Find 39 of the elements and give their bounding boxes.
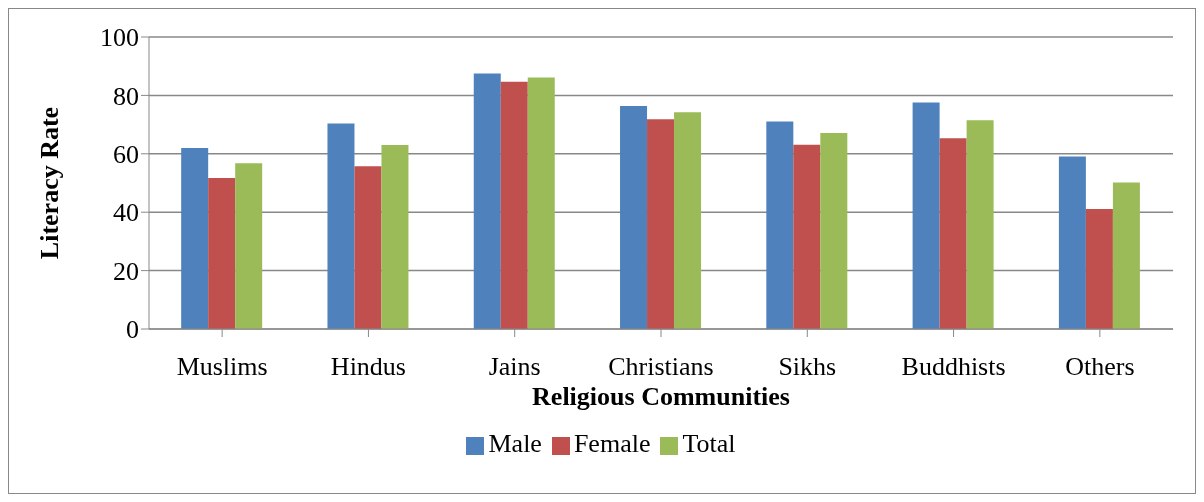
x-tick-label: Others [1065, 352, 1135, 382]
bar [912, 102, 940, 329]
y-tick-label: 0 [126, 315, 139, 345]
bar [766, 121, 794, 329]
x-axis-title: Religious Communities [532, 382, 790, 411]
bar [208, 178, 236, 329]
y-axis-title: Literacy Rate [35, 106, 65, 260]
y-tick-label: 40 [113, 198, 139, 228]
bar [620, 105, 648, 329]
bar [527, 77, 555, 329]
y-tick-label: 80 [113, 81, 139, 111]
bar [820, 133, 848, 329]
legend-label: Male [488, 429, 542, 458]
bar [1112, 182, 1140, 329]
legend-label: Female [573, 429, 651, 458]
bar [1058, 156, 1086, 329]
bar [793, 144, 821, 329]
x-tick-label: Muslims [176, 352, 268, 382]
bar [1085, 208, 1113, 329]
x-tick-label: Buddhists [901, 352, 1006, 382]
x-tick-label: Jains [488, 352, 541, 382]
bar [354, 166, 382, 329]
y-tick-label: 100 [100, 23, 139, 53]
bar [327, 123, 355, 329]
bar [674, 112, 702, 329]
bar [647, 119, 675, 329]
y-tick-label: 20 [113, 256, 139, 286]
bar [966, 120, 994, 329]
bar [500, 81, 528, 329]
bar [181, 147, 209, 329]
x-tick-label: Christians [608, 352, 714, 382]
x-tick-label: Sikhs [778, 352, 837, 382]
bar [473, 73, 501, 329]
bar [939, 138, 967, 329]
bar [235, 163, 263, 329]
x-tick-label: Hindus [330, 352, 406, 382]
bar [381, 145, 409, 329]
legend-label: Total [682, 429, 736, 458]
y-tick-label: 60 [113, 140, 139, 170]
